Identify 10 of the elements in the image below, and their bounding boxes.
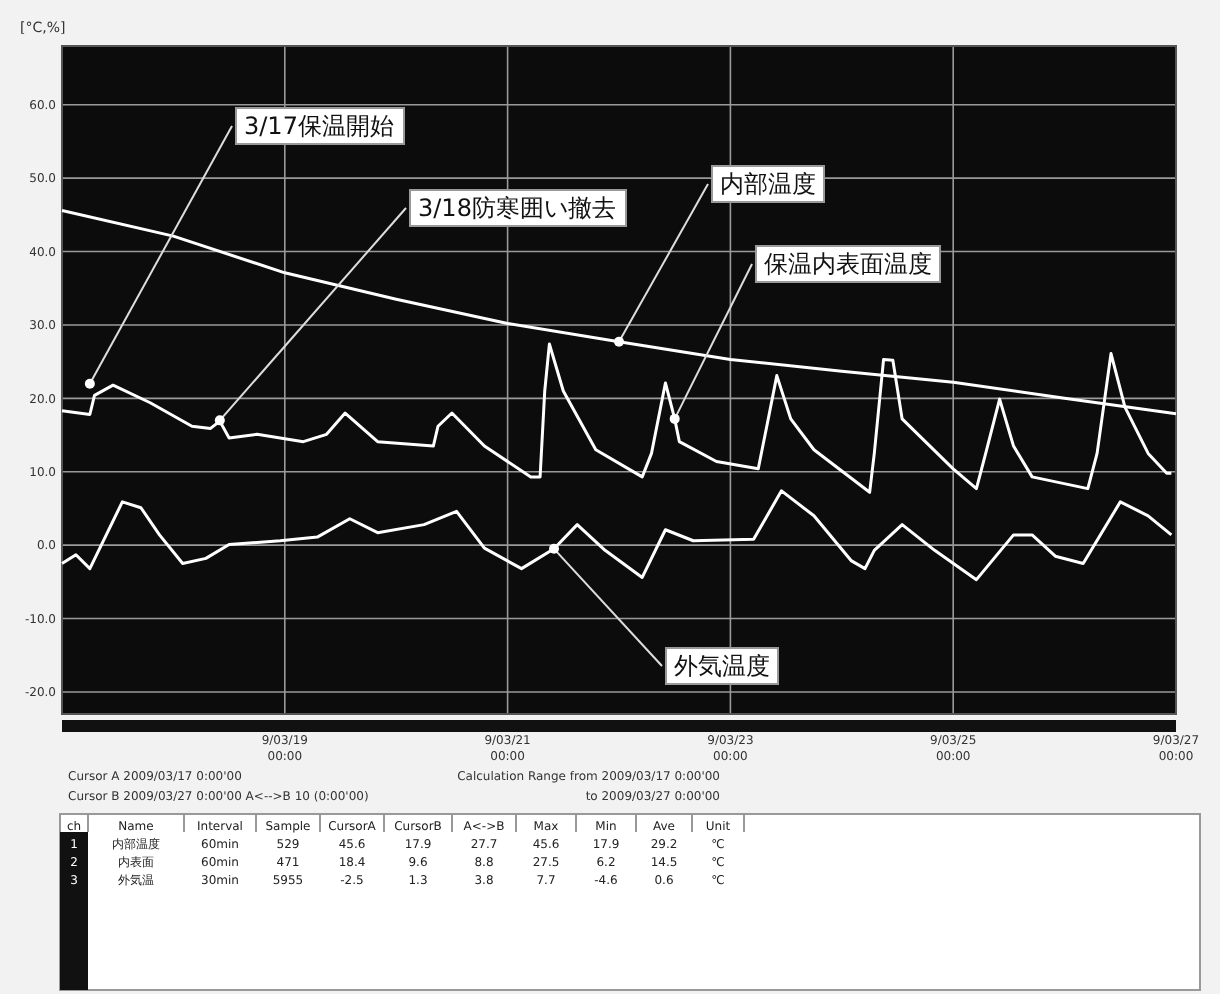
annotation: 外気温度 <box>674 652 770 681</box>
point <box>669 413 680 424</box>
annotation: 3/17保温開始 <box>244 112 394 141</box>
annotation: 保温内表面温度 <box>764 250 932 279</box>
line-series <box>60 489 1173 582</box>
annotation: 3/18防寒囲い撤去 <box>418 194 616 223</box>
point <box>214 415 225 426</box>
annotation: 内部温度 <box>720 170 816 199</box>
point <box>549 543 560 554</box>
point <box>614 336 624 347</box>
